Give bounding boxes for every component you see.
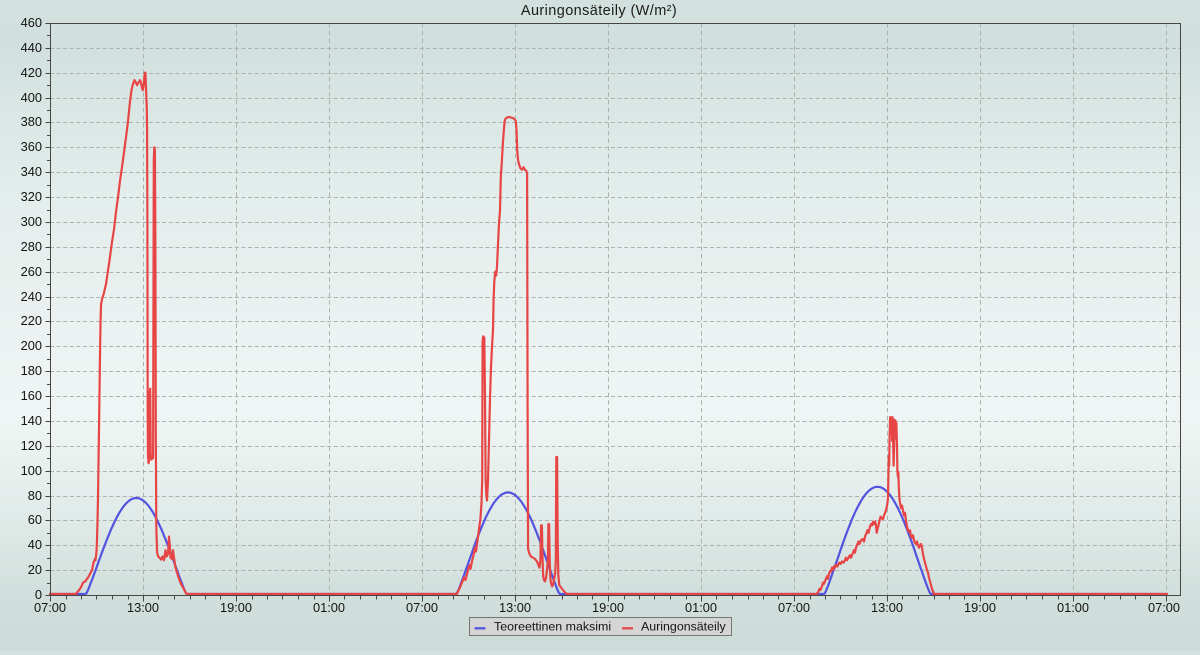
- svg-text:Auringonsäteily: Auringonsäteily: [641, 620, 727, 634]
- svg-text:360: 360: [21, 139, 42, 154]
- svg-text:180: 180: [21, 363, 42, 378]
- svg-text:120: 120: [21, 438, 42, 453]
- svg-text:380: 380: [21, 114, 42, 129]
- svg-text:320: 320: [21, 189, 42, 204]
- svg-text:19:00: 19:00: [592, 600, 624, 615]
- svg-text:01:00: 01:00: [1057, 600, 1089, 615]
- svg-text:19:00: 19:00: [220, 600, 252, 615]
- svg-text:340: 340: [21, 164, 42, 179]
- svg-text:13:00: 13:00: [127, 600, 159, 615]
- svg-text:140: 140: [21, 413, 42, 428]
- svg-text:160: 160: [21, 388, 42, 403]
- svg-text:240: 240: [21, 289, 42, 304]
- svg-text:260: 260: [21, 264, 42, 279]
- svg-text:19:00: 19:00: [964, 600, 996, 615]
- svg-text:40: 40: [28, 537, 42, 552]
- svg-text:07:00: 07:00: [1148, 600, 1180, 615]
- svg-text:60: 60: [28, 512, 42, 527]
- svg-text:280: 280: [21, 239, 42, 254]
- svg-text:200: 200: [21, 338, 42, 353]
- svg-text:0: 0: [35, 587, 42, 602]
- svg-text:01:00: 01:00: [313, 600, 345, 615]
- svg-text:100: 100: [21, 463, 42, 478]
- svg-text:420: 420: [21, 65, 42, 80]
- svg-text:13:00: 13:00: [499, 600, 531, 615]
- svg-text:13:00: 13:00: [871, 600, 903, 615]
- svg-text:400: 400: [21, 90, 42, 105]
- svg-text:07:00: 07:00: [34, 600, 66, 615]
- svg-text:300: 300: [21, 214, 42, 229]
- svg-text:Teoreettinen maksimi: Teoreettinen maksimi: [494, 620, 611, 634]
- svg-text:20: 20: [28, 562, 42, 577]
- svg-text:220: 220: [21, 313, 42, 328]
- svg-text:80: 80: [28, 488, 42, 503]
- svg-text:Auringonsäteily (W/m²): Auringonsäteily (W/m²): [521, 3, 677, 19]
- svg-text:01:00: 01:00: [685, 600, 717, 615]
- svg-text:07:00: 07:00: [406, 600, 438, 615]
- svg-text:07:00: 07:00: [778, 600, 810, 615]
- svg-text:460: 460: [21, 15, 42, 30]
- svg-text:440: 440: [21, 40, 42, 55]
